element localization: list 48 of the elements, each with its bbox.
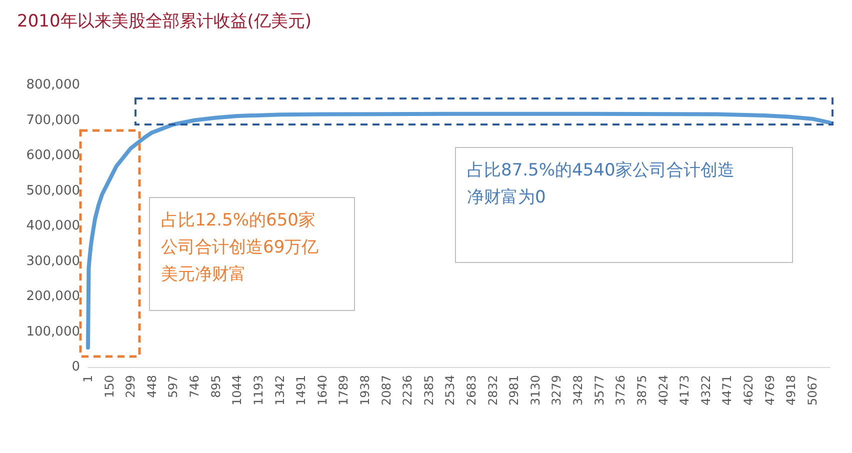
x-tick-label: 2534	[443, 375, 458, 406]
line-series	[86, 112, 832, 350]
x-tick-label: 4918	[784, 375, 798, 406]
x-tick-label: 1640	[315, 375, 330, 406]
x-tick-label: 2981	[507, 375, 522, 406]
x-tick-label: 2236	[400, 375, 415, 406]
x-tick-label: 597	[166, 375, 180, 398]
x-tick-label: 299	[124, 375, 138, 398]
y-tick-label: 100,000	[26, 324, 80, 340]
x-tick-label: 4024	[656, 375, 670, 406]
x-tick-label: 150	[102, 375, 116, 398]
x-tick-label: 895	[208, 375, 223, 398]
x-tick-label: 4322	[698, 375, 713, 406]
x-tick-label: 1044	[230, 375, 244, 406]
y-tick-label: 500,000	[26, 183, 80, 198]
y-tick-label: 0	[72, 360, 80, 374]
y-tick-label: 600,000	[26, 148, 80, 163]
x-tick-label: 4471	[720, 375, 734, 406]
y-tick-label: 700,000	[26, 112, 80, 128]
x-tick-label: 4620	[741, 375, 756, 406]
x-tick-label: 5067	[805, 375, 820, 406]
x-tick-label: 1342	[272, 375, 287, 406]
x-tick-label: 2683	[464, 375, 479, 406]
y-tick-label: 800,000	[26, 78, 80, 92]
x-tick-label: 746	[188, 375, 202, 398]
y-tick-label: 400,000	[26, 218, 80, 234]
x-tick-label: 3428	[571, 375, 586, 406]
x-tick-label: 4769	[762, 375, 777, 406]
x-tick-label: 1491	[294, 375, 308, 406]
y-tick-label: 300,000	[26, 254, 80, 269]
x-tick-label: 1789	[336, 375, 351, 406]
x-tick-label: 4173	[678, 375, 692, 406]
chart-title: 2010年以来美股全部累计收益(亿美元)	[17, 12, 312, 32]
x-tick-label: 1938	[358, 375, 372, 406]
x-tick-label: 3279	[550, 375, 564, 406]
x-tick-label: 448	[144, 375, 159, 398]
x-tick-label: 1193	[251, 375, 266, 406]
x-tick-label: 2087	[379, 375, 394, 406]
y-tick-label: 200,000	[26, 289, 80, 304]
x-tick-label: 2832	[486, 375, 500, 406]
x-tick-label: 3130	[528, 375, 542, 406]
x-tick-label: 3875	[634, 375, 649, 406]
annotation: 占比87.5%的4540家公司合计创造净财富为0	[467, 160, 734, 208]
x-tick-label: 1	[81, 375, 95, 383]
annotation: 占比12.5%的650家公司合计创造69万亿美元净财富	[161, 210, 319, 284]
x-tick-label: 3577	[592, 375, 606, 406]
x-tick-label: 3726	[614, 375, 628, 406]
x-tick-label: 2385	[422, 375, 436, 406]
